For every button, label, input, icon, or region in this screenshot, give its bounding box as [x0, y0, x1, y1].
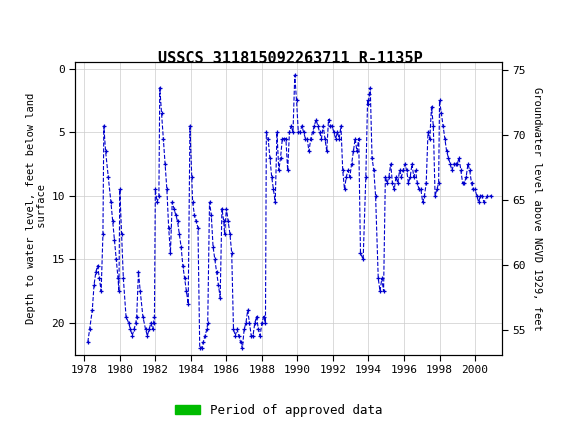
Text: ≡USGS: ≡USGS	[9, 14, 79, 31]
Text: USSCS 311815092263711 R-1135P: USSCS 311815092263711 R-1135P	[158, 51, 422, 65]
Legend: Period of approved data: Period of approved data	[169, 399, 387, 421]
Y-axis label: Groundwater level above NGVD 1929, feet: Groundwater level above NGVD 1929, feet	[532, 87, 542, 330]
Y-axis label: Depth to water level, feet below land
 surface: Depth to water level, feet below land su…	[26, 93, 48, 324]
